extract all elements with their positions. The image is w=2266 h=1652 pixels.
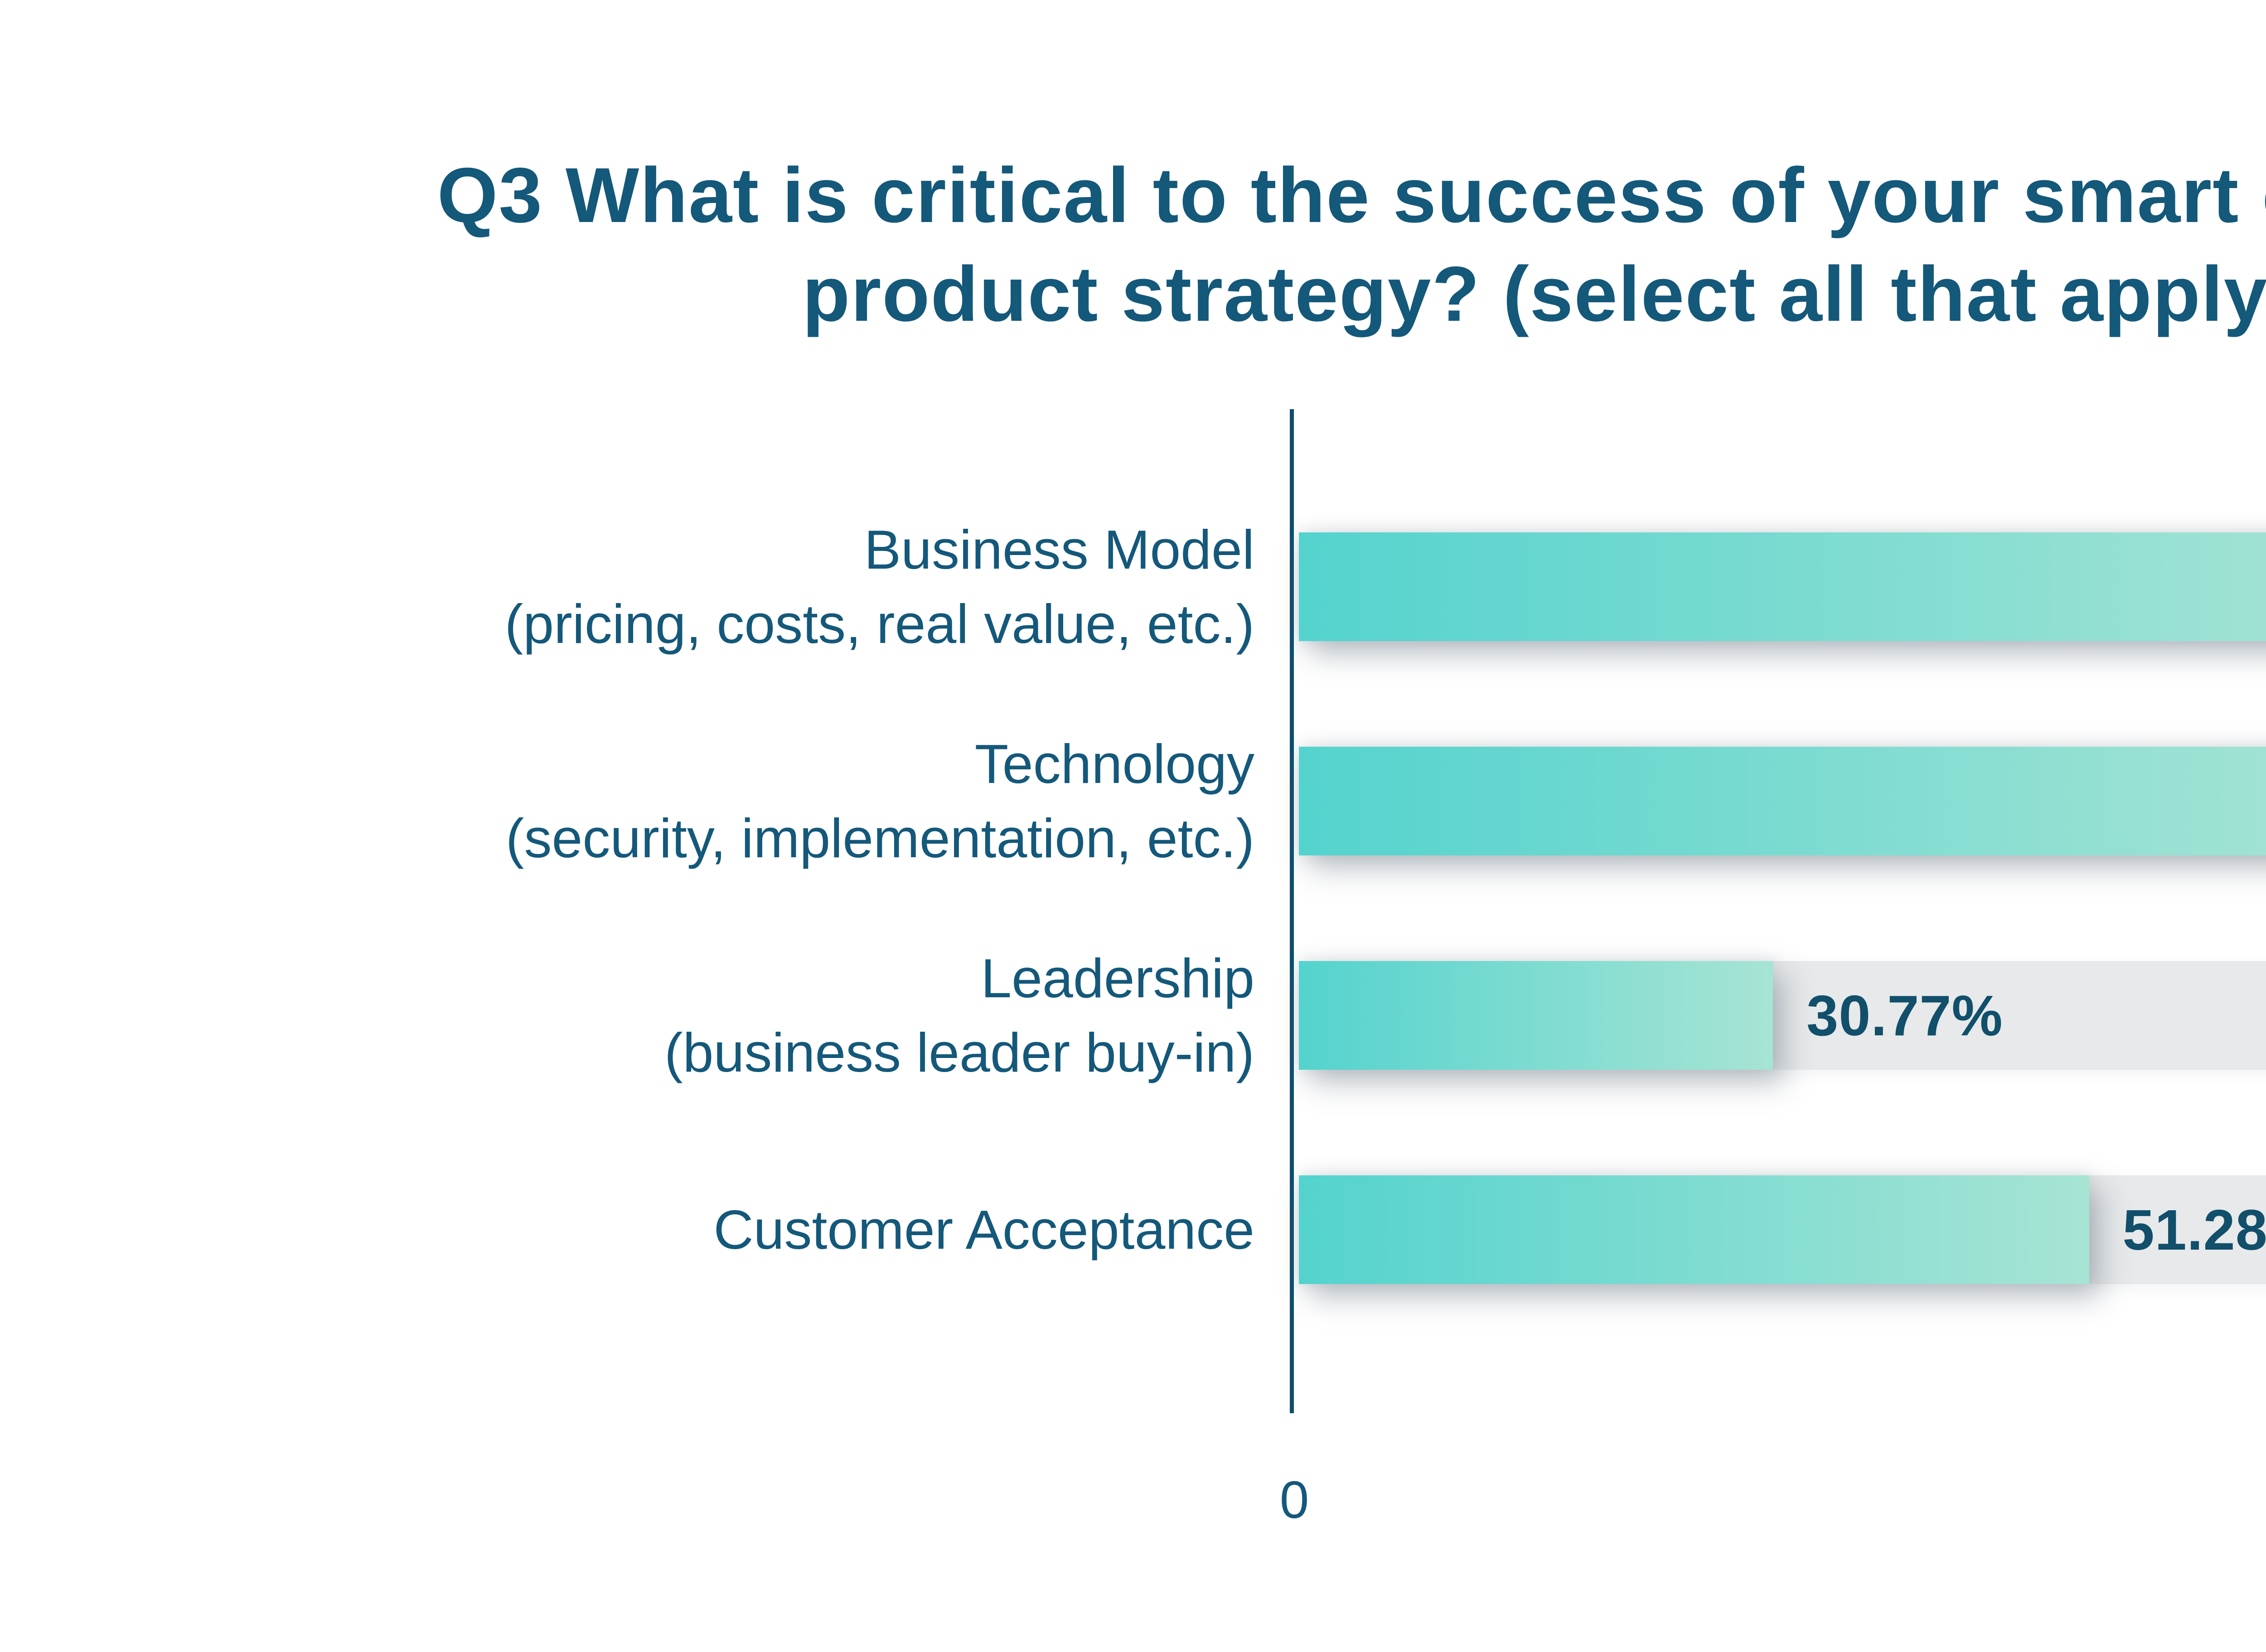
bar-value-label: 30.77% bbox=[1806, 983, 2003, 1048]
chart-title-line-1: Q3 What is critical to the success of yo… bbox=[437, 152, 2266, 239]
bar-row-technology: Technology (security, implementation, et… bbox=[506, 733, 2266, 869]
bar-fill bbox=[1299, 747, 2266, 855]
bar-category-label: Business Model (pricing, costs, real val… bbox=[505, 512, 1254, 661]
bar-category-label-line-1: Technology bbox=[974, 733, 1254, 795]
bar-track: 30.77% bbox=[1299, 961, 2266, 1070]
bar-fill bbox=[1299, 961, 1773, 1070]
bar-track: 69.23% bbox=[1299, 532, 2266, 641]
bar-value-label: 51.28% bbox=[2122, 1198, 2266, 1262]
bar-row-business-model: Business Model (pricing, costs, real val… bbox=[505, 519, 2266, 655]
bar-track: 68.38% bbox=[1299, 747, 2266, 855]
y-axis-line bbox=[1290, 409, 1294, 1413]
bar-category-label-line-1: Customer Acceptance bbox=[713, 1199, 1255, 1261]
bar-category-label: Leadership (business leader buy-in) bbox=[664, 941, 1254, 1090]
bar-category-label-line-1: Business Model bbox=[864, 519, 1254, 580]
chart-title-line-2: product strategy? (select all that apply… bbox=[802, 251, 2266, 338]
bar-rows: Business Model (pricing, costs, real val… bbox=[505, 519, 2266, 1284]
bar-category-label-line-2: (security, implementation, etc.) bbox=[505, 807, 1254, 869]
bar-fill bbox=[1299, 1175, 2089, 1284]
bar-category-label-line-2: (pricing, costs, real value, etc.) bbox=[504, 593, 1254, 655]
bar-category-label: Technology (security, implementation, et… bbox=[506, 727, 1254, 875]
bar-row-customer-acceptance: Customer Acceptance 51.28% bbox=[714, 1175, 2266, 1284]
bar-row-leadership: Leadership (business leader buy-in) 30.7… bbox=[664, 947, 2266, 1083]
bar-category-label-line-1: Leadership bbox=[981, 947, 1254, 1009]
bar-track: 51.28% bbox=[1299, 1175, 2266, 1284]
chart-title: Q3 What is critical to the success of yo… bbox=[0, 146, 2266, 343]
bar-category-label: Customer Acceptance bbox=[714, 1193, 1255, 1267]
bar-category-label-line-2: (business leader buy-in) bbox=[664, 1022, 1254, 1083]
bar-fill bbox=[1299, 532, 2266, 641]
x-axis-tick-min: 0 bbox=[1279, 1470, 1309, 1529]
